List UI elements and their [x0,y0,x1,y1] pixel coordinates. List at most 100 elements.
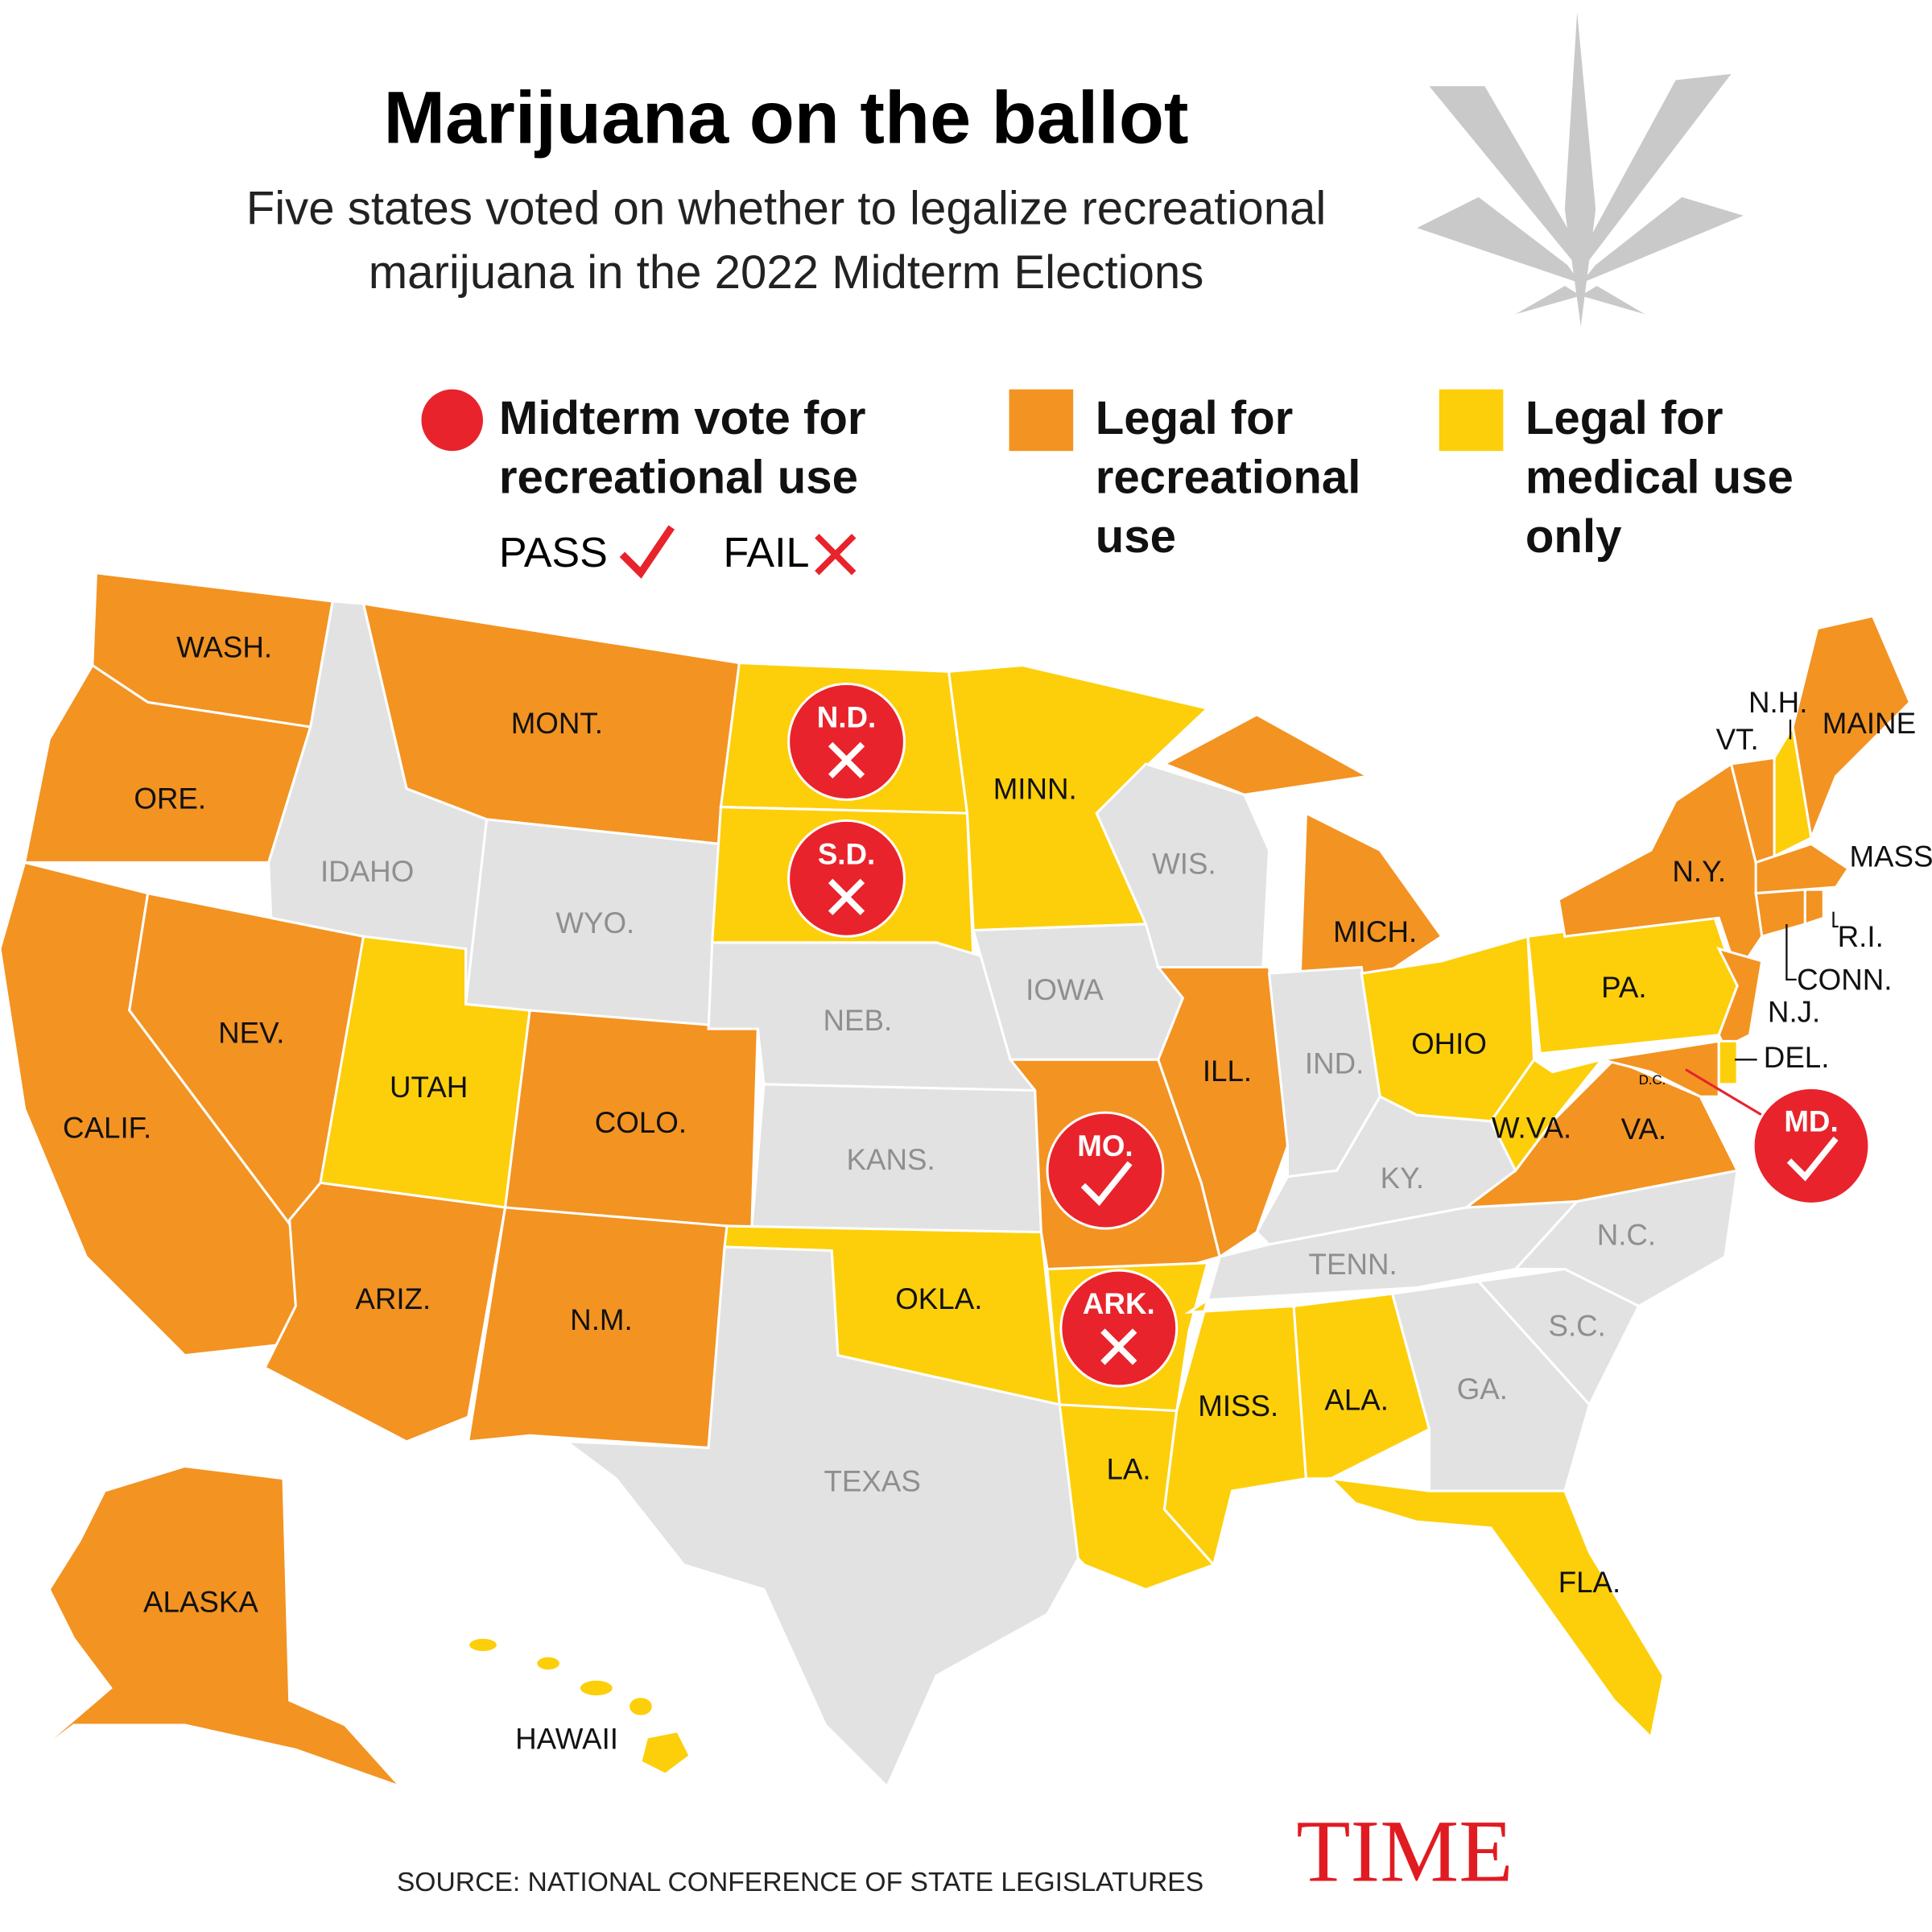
state-label: R.I. [1838,920,1884,953]
x-icon [828,741,865,778]
state [1161,713,1443,988]
state-label: MINN. [993,772,1077,805]
state-label: N.Y. [1672,855,1726,888]
leader-line [1832,911,1839,928]
state-label: TENN. [1309,1248,1397,1281]
state-label: ILL. [1203,1055,1252,1088]
state-label: NEB. [823,1004,892,1037]
state-label: ARIZ. [355,1282,431,1315]
states [0,572,1912,1790]
state-label: MAINE [1823,707,1916,740]
state-label: IDAHO [320,855,414,888]
state-label: CONN. [1797,964,1892,997]
leader-line [1685,1068,1763,1117]
state-label: N.J. [1768,995,1820,1028]
state-label: IOWA [1026,973,1104,1006]
subtitle-line: marijuana in the 2022 Midterm Elections [369,246,1204,299]
legend-label: Midterm vote for [499,392,866,444]
state [466,1206,729,1450]
legend-label: only [1525,510,1622,563]
legend-label: Legal for [1096,392,1294,444]
x-icon [815,534,857,576]
logo: TIME [1296,1802,1513,1901]
check-icon [1786,1136,1839,1182]
state-label: DEL. [1764,1041,1830,1074]
state-label: VT. [1716,723,1759,756]
vote-label: MO. [1077,1129,1133,1162]
dc-label: D.C. [1639,1072,1666,1088]
state-label: KANS. [847,1143,935,1176]
legend-label: recreational [1096,451,1361,503]
state [1791,614,1912,843]
state [1601,1039,1720,1098]
state-label: W.VA. [1492,1111,1571,1144]
state-label: MASS [1849,840,1932,873]
state-label: ALA. [1324,1384,1389,1417]
check-icon [1080,1161,1133,1207]
legend-medical-swatch [1439,389,1504,452]
legend-label: use [1096,510,1176,563]
state-label: WASH. [176,630,272,663]
state-label: CALIF. [63,1111,151,1144]
x-icon [828,878,865,915]
x-icon [1100,1328,1137,1365]
vote-marker [787,682,906,801]
legend-recreational-swatch [1009,389,1074,452]
state-label: FLA. [1558,1566,1621,1599]
state-label: ORE. [134,782,206,815]
legend: Midterm vote for recreational use PASS F… [421,389,1794,579]
state-label: TEXAS [824,1465,920,1498]
state-label: HAWAII [515,1722,618,1755]
state-label: N.C. [1597,1218,1656,1251]
vote-markers: N.D. S.D. MO. ARK. MD. [787,682,1871,1388]
state-label: N.M. [570,1303,633,1336]
state-label: LA. [1106,1452,1150,1485]
state-label: IND. [1305,1047,1364,1080]
legend-fail: FAIL [723,530,809,576]
vote-label: N.D. [817,701,876,734]
state-label: WYO. [555,906,634,939]
state-label: OHIO [1411,1027,1487,1060]
state [1803,888,1825,927]
legend-label: Legal for [1525,392,1724,444]
state-label: WIS. [1152,848,1216,881]
state [1095,762,1271,969]
state [23,1464,402,1788]
state-label: OKLA. [895,1282,982,1315]
legend-label: medical use [1525,451,1794,503]
source: SOURCE: NATIONAL CONFERENCE OF STATE LEG… [397,1868,1203,1897]
check-icon [619,525,675,579]
subtitle-line: Five states voted on whether to legalize… [246,183,1327,235]
vote-marker [787,819,906,938]
state-label: N.H. [1748,686,1807,719]
state [1717,1039,1739,1086]
vote-marker [1752,1087,1871,1205]
state-label: MICH. [1333,915,1417,948]
state [1292,1292,1431,1480]
state-label: S.C. [1548,1310,1605,1343]
state-label: MISS. [1198,1389,1278,1422]
state-label: VA. [1621,1113,1666,1146]
state-label: MONT. [511,707,603,740]
vote-marker [1059,1269,1179,1388]
state [1754,842,1851,895]
state-label: KY. [1381,1162,1424,1195]
state-label: COLO. [595,1106,687,1139]
state-labels: WASH. ORE. CALIF. NEV. IDAHO MONT. WYO. UTAH COL… [63,630,1932,1755]
vote-marker [1046,1111,1165,1230]
legend-vote-swatch [421,389,483,452]
state-label: ALASKA [143,1586,258,1619]
legend-label: recreational use [499,451,858,503]
state [467,1636,692,1776]
title: Marijuana on the ballot [384,76,1189,159]
state-label: NEV. [218,1016,284,1049]
state-label: UTAH [390,1071,468,1104]
legend-pass: PASS [499,530,608,576]
vote-label: MD. [1784,1105,1838,1138]
vote-label: ARK. [1083,1287,1155,1320]
state [1327,1476,1665,1740]
state-label: PA. [1601,971,1646,1004]
vote-label: S.D. [818,837,875,870]
state [563,1245,1080,1790]
